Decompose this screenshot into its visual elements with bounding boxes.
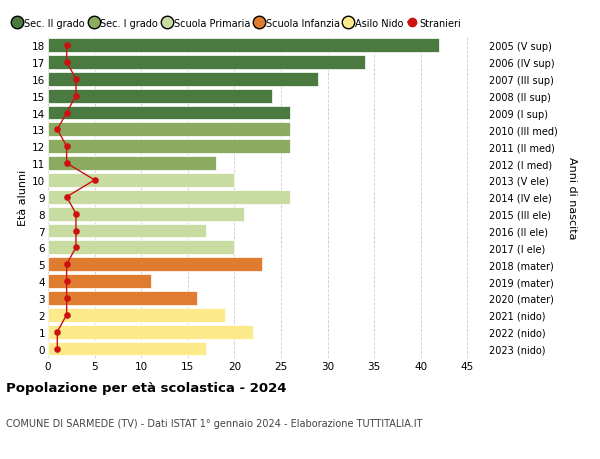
Y-axis label: Età alunni: Età alunni xyxy=(18,169,28,225)
Point xyxy=(62,160,71,168)
Bar xyxy=(48,224,206,238)
Point xyxy=(53,328,62,336)
Bar xyxy=(48,207,244,221)
Bar xyxy=(48,274,151,288)
Point xyxy=(62,42,71,50)
Point xyxy=(62,261,71,269)
Bar xyxy=(48,258,262,272)
Point xyxy=(62,295,71,302)
Point xyxy=(71,76,81,83)
Bar xyxy=(48,291,197,305)
Bar xyxy=(48,90,272,103)
Point xyxy=(62,312,71,319)
Bar xyxy=(48,106,290,120)
Bar xyxy=(48,190,290,204)
Bar xyxy=(48,325,253,339)
Point xyxy=(71,93,81,100)
Point xyxy=(53,126,62,134)
Point xyxy=(62,59,71,67)
Bar xyxy=(48,174,235,187)
Point xyxy=(71,244,81,252)
Bar xyxy=(48,56,365,70)
Legend: Sec. II grado, Sec. I grado, Scuola Primaria, Scuola Infanzia, Asilo Nido, Stran: Sec. II grado, Sec. I grado, Scuola Prim… xyxy=(13,19,461,28)
Point xyxy=(53,345,62,353)
Bar xyxy=(48,308,225,322)
Bar xyxy=(48,157,216,171)
Bar xyxy=(48,342,206,356)
Bar xyxy=(48,123,290,137)
Point xyxy=(90,177,100,184)
Text: COMUNE DI SARMEDE (TV) - Dati ISTAT 1° gennaio 2024 - Elaborazione TUTTITALIA.IT: COMUNE DI SARMEDE (TV) - Dati ISTAT 1° g… xyxy=(6,418,422,428)
Text: Popolazione per età scolastica - 2024: Popolazione per età scolastica - 2024 xyxy=(6,381,287,394)
Point xyxy=(71,211,81,218)
Point xyxy=(71,227,81,235)
Point xyxy=(62,278,71,285)
Point xyxy=(62,110,71,117)
Bar xyxy=(48,39,439,53)
Point xyxy=(62,143,71,151)
Bar xyxy=(48,140,290,154)
Point xyxy=(62,194,71,201)
Bar xyxy=(48,241,235,255)
Bar xyxy=(48,73,318,86)
Y-axis label: Anni di nascita: Anni di nascita xyxy=(567,156,577,239)
